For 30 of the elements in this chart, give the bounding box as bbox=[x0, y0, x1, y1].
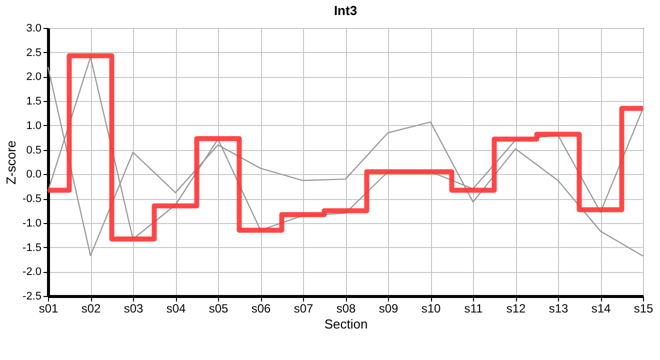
x-axis-title: Section bbox=[324, 316, 368, 332]
y-tick-label: 2.0 bbox=[26, 71, 42, 84]
x-tick-label: s15 bbox=[634, 302, 654, 316]
y-tick-label: 1.0 bbox=[26, 120, 42, 132]
y-tick-label: 2.5 bbox=[26, 46, 42, 59]
x-tick-label: s07 bbox=[294, 302, 314, 316]
y-tick-label: 0.5 bbox=[26, 144, 42, 156]
x-tick-label: s09 bbox=[378, 302, 398, 316]
x-tick-label: s12 bbox=[506, 302, 526, 316]
x-tick-label: s06 bbox=[251, 302, 271, 316]
y-tick-label: -2.0 bbox=[22, 266, 42, 278]
y-tick-label: -1.5 bbox=[22, 242, 42, 254]
y-tick-label: -1.0 bbox=[22, 217, 42, 230]
x-tick-label: s02 bbox=[81, 302, 101, 316]
x-tick-label: s10 bbox=[421, 302, 441, 316]
x-tick-label: s08 bbox=[336, 302, 356, 316]
x-tick-label: s13 bbox=[548, 302, 568, 316]
y-tick-label: 1.5 bbox=[26, 96, 42, 108]
y-tick-label: -0.5 bbox=[22, 193, 42, 206]
y-tick-label: -2.5 bbox=[22, 290, 42, 302]
x-tick-label: s05 bbox=[208, 302, 228, 316]
x-tick-label: s14 bbox=[591, 302, 611, 316]
x-tick-label: s01 bbox=[38, 302, 58, 316]
chart-title: Int3 bbox=[334, 3, 358, 18]
x-tick-label: s03 bbox=[124, 302, 144, 316]
y-axis-title: Z-score bbox=[4, 140, 19, 185]
y-tick-label: 3.0 bbox=[26, 22, 42, 34]
x-tick-label: s04 bbox=[166, 302, 186, 316]
y-tick-label: 0.0 bbox=[26, 168, 42, 181]
x-tick-label: s11 bbox=[464, 302, 484, 316]
